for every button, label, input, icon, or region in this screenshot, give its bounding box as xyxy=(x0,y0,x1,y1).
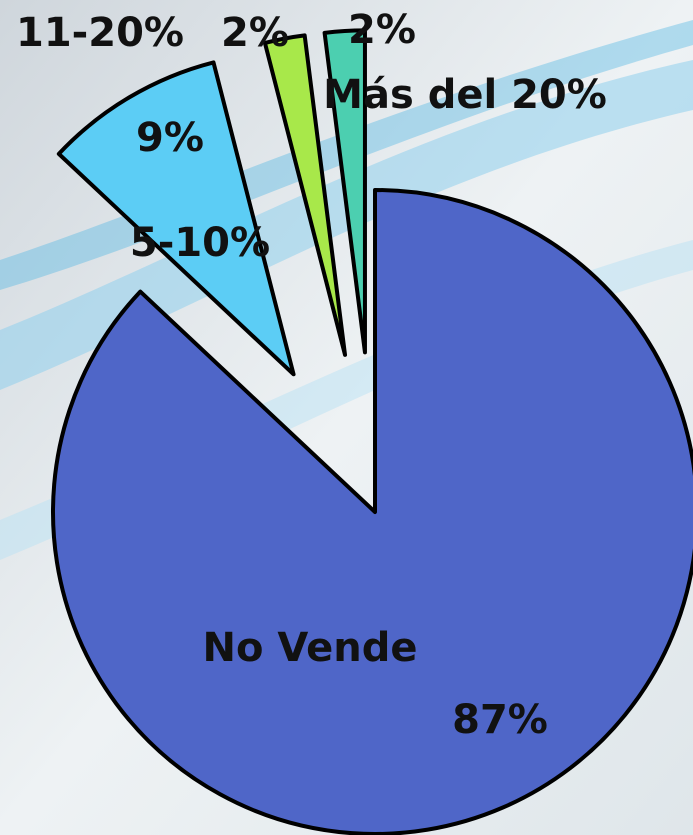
pie-slice xyxy=(51,188,693,835)
pie-slice xyxy=(56,60,296,377)
value-label: 2% xyxy=(221,10,289,56)
category-label: 11-20% xyxy=(16,10,184,56)
value-label: 9% xyxy=(136,115,204,161)
pie-slice xyxy=(322,28,367,355)
background-swirl xyxy=(0,60,693,390)
category-label: Más del 20% xyxy=(323,72,607,118)
value-label: 87% xyxy=(452,697,548,743)
pie-slice xyxy=(262,33,348,357)
category-label: No Vende xyxy=(202,625,417,671)
category-label: 5-10% xyxy=(130,220,270,266)
value-label: 2% xyxy=(348,7,416,53)
